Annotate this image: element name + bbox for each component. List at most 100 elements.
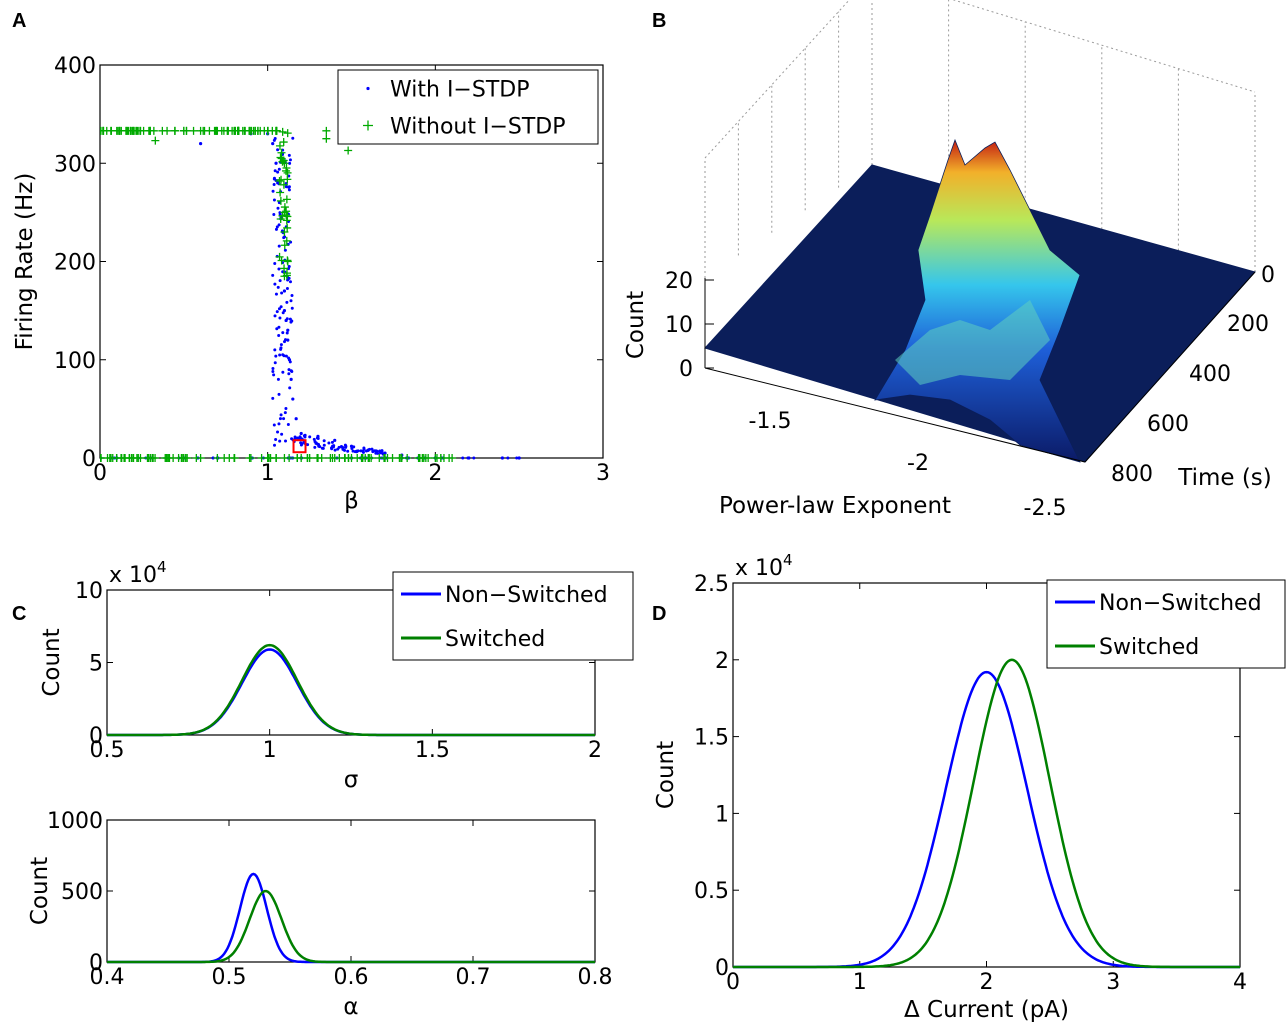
- without-istdp-point: [271, 126, 280, 135]
- surface-plot-b: 0 10 20 Count -1.5 -2 -2.5 Power-law Exponent 0 2…: [623, 0, 1275, 521]
- with-istdp-point: [277, 200, 282, 205]
- with-istdp-point: [352, 445, 356, 449]
- without-istdp-point: [322, 126, 331, 135]
- with-istdp-point: [285, 317, 289, 321]
- with-istdp-point: [286, 338, 290, 342]
- y-tick-label: 1.5: [694, 726, 729, 751]
- with-istdp-point: [279, 413, 283, 417]
- y-axis-label: Time (s): [1177, 465, 1272, 491]
- with-istdp-point: [277, 325, 281, 329]
- with-istdp-point: [333, 448, 337, 452]
- y-tick-label: 0: [89, 724, 103, 749]
- with-istdp-point: [282, 354, 286, 358]
- with-istdp-point: [284, 185, 288, 189]
- with-istdp-point: [290, 370, 294, 374]
- y-tick-label: 400: [1189, 362, 1231, 387]
- without-istdp-point: [253, 126, 262, 135]
- with-istdp-point: [272, 198, 276, 202]
- without-istdp-point: [148, 454, 157, 462]
- without-istdp-point: [283, 129, 292, 138]
- y-tick-label: 100: [54, 349, 96, 374]
- y-tick-label: 0: [89, 951, 103, 976]
- with-istdp-point: [279, 343, 283, 347]
- axis-multiplier-exponent: 4: [783, 551, 793, 569]
- without-istdp-point: [199, 126, 208, 135]
- x-tick-label: 0: [93, 461, 107, 486]
- with-istdp-point: [272, 183, 276, 187]
- y-tick-label: 300: [54, 152, 96, 177]
- without-istdp-point: [280, 203, 289, 212]
- with-istdp-point: [288, 161, 292, 165]
- x-axis-label: σ: [344, 767, 359, 793]
- with-istdp-point: [288, 360, 292, 364]
- x-tick-label: 0.5: [90, 738, 125, 763]
- with-istdp-point: [285, 331, 289, 335]
- with-istdp-point: [364, 449, 368, 453]
- x-axis-line: [704, 367, 1086, 463]
- with-istdp-point: [308, 435, 312, 439]
- without-istdp-point: [134, 454, 143, 462]
- without-istdp-point: [432, 454, 441, 462]
- legend-label: Non−Switched: [1099, 591, 1262, 616]
- without-istdp-point: [213, 454, 222, 462]
- without-istdp-point: [210, 126, 219, 135]
- without-istdp-point: [151, 136, 160, 145]
- with-istdp-point: [271, 370, 275, 374]
- y-axis-label: Count: [39, 628, 65, 696]
- without-istdp-point: [275, 252, 284, 261]
- without-istdp-point: [375, 454, 384, 462]
- plot-frame: [106, 819, 596, 963]
- x-tick-label: -2: [907, 451, 929, 476]
- without-istdp-point: [277, 256, 286, 265]
- x-tick-label: 2: [588, 738, 602, 763]
- y-tick-label: 2: [715, 649, 729, 674]
- without-istdp-point: [282, 236, 291, 245]
- with-istdp-point: [306, 443, 310, 447]
- with-istdp-point: [273, 348, 277, 352]
- with-istdp-point: [333, 438, 337, 442]
- with-istdp-point: [284, 338, 288, 342]
- without-istdp-point: [313, 454, 322, 462]
- y-axis-label: Count: [653, 741, 679, 809]
- x-tick-label: 1: [263, 738, 277, 763]
- without-istdp-point: [383, 454, 392, 462]
- x-tick-label: 2: [980, 970, 994, 995]
- without-istdp-point: [158, 126, 167, 135]
- legend-box: [1046, 579, 1286, 669]
- without-istdp-point: [415, 454, 424, 462]
- with-istdp-point: [276, 430, 280, 434]
- with-istdp-point: [500, 456, 504, 460]
- x-tick-label: 0.4: [90, 965, 125, 990]
- without-istdp-point: [276, 196, 285, 205]
- y-axis-line: [1084, 271, 1256, 463]
- x-tick-label: 0: [726, 970, 740, 995]
- x-axis-label: α: [343, 994, 358, 1020]
- with-istdp-point: [313, 445, 317, 449]
- with-istdp-point: [316, 437, 320, 441]
- z-axis-label: Count: [623, 291, 649, 359]
- x-axis-label: β: [344, 488, 359, 514]
- without-istdp-point: [283, 223, 292, 232]
- without-istdp-point: [282, 195, 291, 204]
- with-istdp-point: [271, 396, 275, 400]
- with-istdp-point: [330, 440, 334, 444]
- with-istdp-point: [517, 456, 521, 460]
- with-istdp-point: [271, 142, 275, 146]
- x-tick-label: -1.5: [749, 409, 792, 434]
- legend-marker-plus: [363, 120, 373, 131]
- with-istdp-point: [282, 417, 286, 421]
- with-istdp-point: [327, 441, 331, 445]
- with-istdp-point: [282, 289, 287, 293]
- with-istdp-point: [318, 445, 322, 449]
- y-axis-label: Count: [27, 857, 53, 925]
- with-istdp-point: [346, 449, 350, 453]
- with-istdp-point: [274, 227, 278, 231]
- with-istdp-point: [277, 334, 281, 338]
- with-istdp-point: [290, 319, 294, 323]
- with-istdp-point: [472, 456, 476, 460]
- with-istdp-point: [285, 286, 289, 290]
- legend-label: Switched: [445, 627, 545, 652]
- without-istdp-point: [125, 454, 134, 462]
- with-istdp-point: [287, 153, 291, 157]
- with-istdp-point: [371, 450, 375, 454]
